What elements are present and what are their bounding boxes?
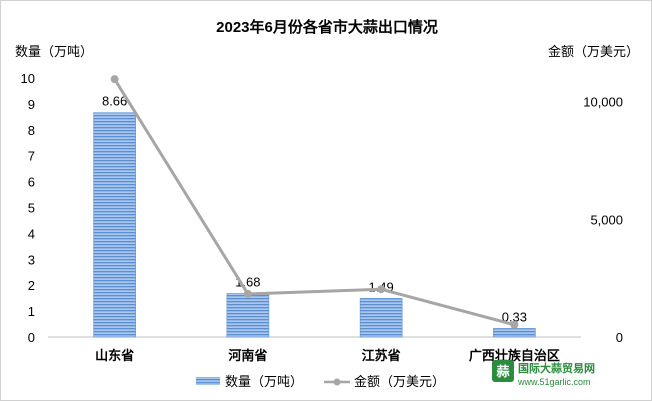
garlic-logo-glyph: 蒜 (496, 364, 509, 379)
left-tick-label: 8 (28, 123, 35, 138)
line-point (110, 75, 119, 84)
line-point (377, 285, 386, 294)
watermark-site-name: 国际大蒜贸易网 (518, 361, 595, 375)
watermark-url: www.51garlic.com (517, 377, 591, 387)
bar-data-label: 0.33 (502, 309, 527, 324)
left-tick-label: 9 (28, 97, 35, 112)
left-tick-label: 10 (21, 71, 35, 86)
legend-bar-swatch (196, 377, 220, 385)
garlic-logo-icon (492, 360, 514, 382)
bar (493, 328, 536, 338)
category-label: 江苏省 (362, 348, 401, 363)
line-series (110, 75, 519, 329)
right-axis-title: 金额（万美元） (548, 44, 639, 59)
right-tick-label: 10,000 (583, 95, 623, 110)
category-labels: 山东省 河南省 江苏省 广西壮族自治区 (95, 348, 560, 363)
bar-data-labels: 8.661.681.490.33 (102, 94, 527, 325)
bar-series (93, 112, 536, 338)
left-axis-ticks: 0 1 2 3 4 5 6 7 8 9 10 (21, 71, 35, 345)
bar (359, 298, 403, 338)
left-axis-title: 数量（万吨） (15, 44, 93, 59)
right-tick-label: 5,000 (590, 212, 623, 227)
left-tick-label: 6 (28, 175, 35, 190)
legend-line-marker (333, 378, 341, 386)
legend-bar-label: 数量（万吨） (225, 374, 303, 389)
left-tick-label: 1 (28, 304, 35, 319)
left-tick-label: 2 (28, 278, 35, 293)
left-tick-label: 4 (28, 226, 35, 241)
right-tick-label: 0 (616, 330, 623, 345)
line-point (243, 289, 252, 298)
left-tick-label: 5 (28, 201, 35, 216)
legend-line-label: 金额（万美元） (354, 374, 445, 389)
chart-title: 2023年6月份各省市大蒜出口情况 (216, 18, 438, 36)
category-label: 河南省 (228, 348, 267, 363)
left-tick-label: 0 (28, 330, 35, 345)
right-axis-ticks: 0 5,000 10,000 (583, 95, 623, 345)
bar (93, 112, 136, 338)
left-tick-label: 3 (28, 252, 35, 267)
category-label: 广西壮族自治区 (469, 348, 560, 363)
bar-data-label: 8.66 (102, 94, 127, 109)
line-point (510, 320, 519, 329)
left-tick-label: 7 (28, 149, 35, 164)
line-path (113, 78, 515, 327)
watermark-logo: 蒜 国际大蒜贸易网 www.51garlic.com (492, 360, 595, 387)
legend: 数量（万吨） 金额（万美元） (196, 374, 445, 389)
category-label: 山东省 (95, 348, 134, 363)
bar (226, 293, 270, 338)
